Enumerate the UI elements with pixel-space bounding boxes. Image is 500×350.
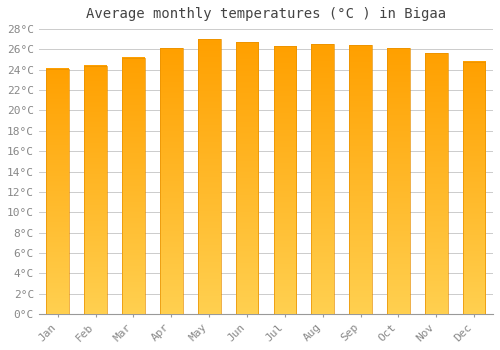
Bar [84,66,107,314]
Title: Average monthly temperatures (°C ) in Bigaa: Average monthly temperatures (°C ) in Bi… [86,7,446,21]
Bar [349,46,372,314]
Bar [463,62,485,314]
Bar [122,57,145,314]
Bar [387,48,410,314]
Bar [236,42,258,314]
Bar [198,39,220,314]
Bar [46,69,69,314]
Bar [160,48,182,314]
Bar [274,46,296,314]
Bar [312,44,334,314]
Bar [425,54,448,314]
